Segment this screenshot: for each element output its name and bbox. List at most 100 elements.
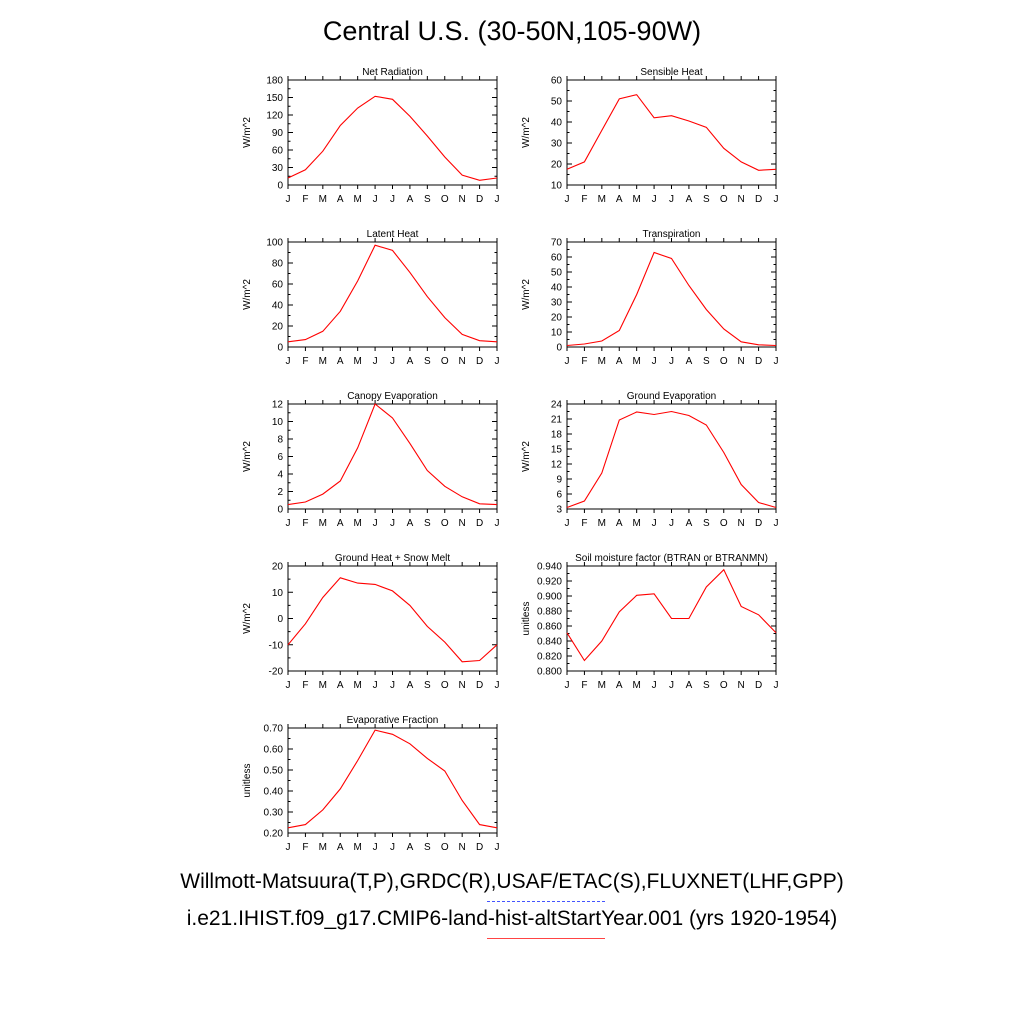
x-tick-label: J — [669, 680, 674, 691]
y-tick-label: 0.800 — [537, 667, 562, 678]
y-tick-label: 12 — [272, 400, 284, 411]
x-tick-label: M — [598, 680, 606, 691]
x-tick-label: M — [598, 518, 606, 529]
x-tick-label: O — [441, 842, 449, 853]
y-axis-label: W/m^2 — [521, 117, 532, 148]
y-tick-label: 0.50 — [264, 766, 284, 777]
x-tick-label: J — [373, 680, 378, 691]
y-tick-label: 20 — [272, 322, 284, 333]
x-tick-label: M — [632, 356, 640, 367]
x-tick-label: S — [703, 356, 710, 367]
legend-observations-line — [487, 901, 605, 902]
y-axis-label: W/m^2 — [521, 279, 532, 310]
y-tick-label: 20 — [551, 313, 563, 324]
y-tick-label: 50 — [551, 97, 563, 108]
y-tick-label: 0 — [277, 181, 283, 192]
x-tick-label: N — [459, 194, 466, 205]
y-axis-label: unitless — [242, 764, 253, 798]
chart-panel-9: Evaporative Fraction 0.20 0.30 0.40 0.50 0.60… — [242, 715, 500, 853]
y-tick-label: 0.920 — [537, 577, 562, 588]
y-tick-label: 21 — [551, 415, 563, 426]
x-tick-label: A — [337, 356, 344, 367]
y-tick-label: 24 — [551, 400, 563, 411]
y-tick-label: 0 — [277, 614, 283, 625]
x-tick-label: S — [424, 518, 431, 529]
y-tick-label: 90 — [272, 128, 284, 139]
series-line-model — [287, 244, 498, 343]
x-tick-label: J — [286, 842, 291, 853]
x-tick-label: J — [774, 356, 779, 367]
x-tick-label: N — [738, 194, 745, 205]
x-tick-label: J — [286, 518, 291, 529]
y-tick-label: 0.820 — [537, 652, 562, 663]
x-tick-label: N — [459, 518, 466, 529]
x-tick-label: J — [652, 194, 657, 205]
x-tick-label: A — [337, 194, 344, 205]
x-tick-label: D — [476, 842, 483, 853]
x-tick-label: O — [720, 194, 728, 205]
x-tick-label: D — [476, 356, 483, 367]
x-tick-label: J — [565, 680, 570, 691]
y-tick-label: 0.900 — [537, 592, 562, 603]
y-tick-label: 18 — [551, 430, 563, 441]
x-tick-label: A — [686, 356, 693, 367]
y-tick-label: 150 — [266, 93, 283, 104]
plot-frame — [566, 79, 777, 186]
y-tick-label: 0.880 — [537, 607, 562, 618]
x-tick-label: F — [302, 356, 308, 367]
x-tick-label: S — [703, 518, 710, 529]
y-tick-label: 120 — [266, 111, 283, 122]
plot-frame — [287, 565, 498, 672]
plot-frame — [566, 241, 777, 348]
y-axis-label: W/m^2 — [242, 603, 253, 634]
x-tick-label: J — [495, 194, 500, 205]
y-tick-label: 0 — [277, 343, 283, 354]
series-line-model — [287, 577, 498, 663]
x-tick-label: A — [686, 680, 693, 691]
series-line-model — [566, 410, 777, 509]
y-tick-label: 6 — [277, 452, 283, 463]
y-tick-label: 100 — [266, 238, 283, 249]
y-tick-label: 0.20 — [264, 829, 284, 840]
x-tick-label: J — [565, 356, 570, 367]
x-tick-label: D — [476, 194, 483, 205]
x-tick-label: A — [407, 356, 414, 367]
x-tick-label: F — [302, 680, 308, 691]
x-tick-label: M — [353, 194, 361, 205]
x-tick-label: J — [373, 842, 378, 853]
y-tick-label: 0.840 — [537, 637, 562, 648]
series-line-model — [566, 251, 777, 347]
plot-frame — [566, 403, 777, 510]
y-tick-label: 0.60 — [264, 745, 284, 756]
x-tick-label: J — [774, 680, 779, 691]
y-tick-label: 10 — [272, 588, 284, 599]
series-line-model — [566, 94, 777, 171]
x-tick-label: J — [565, 518, 570, 529]
x-tick-label: M — [319, 518, 327, 529]
plot-frame — [287, 403, 498, 510]
x-tick-label: J — [669, 194, 674, 205]
series-line-model — [287, 95, 498, 181]
x-tick-label: D — [755, 194, 762, 205]
y-tick-label: 2 — [277, 487, 283, 498]
panel-title: Transpiration — [643, 229, 701, 240]
x-tick-label: M — [632, 680, 640, 691]
y-tick-label: 10 — [551, 328, 563, 339]
x-tick-label: M — [353, 680, 361, 691]
x-tick-label: M — [319, 680, 327, 691]
x-tick-label: A — [616, 518, 623, 529]
x-tick-label: M — [598, 194, 606, 205]
panel-title: Sensible Heat — [640, 67, 702, 78]
x-tick-label: J — [652, 518, 657, 529]
x-tick-label: J — [286, 680, 291, 691]
x-tick-label: J — [286, 356, 291, 367]
x-tick-label: O — [441, 518, 449, 529]
x-tick-label: J — [390, 518, 395, 529]
legend-model-line — [487, 938, 605, 939]
panel-title: Latent Heat — [367, 229, 419, 240]
